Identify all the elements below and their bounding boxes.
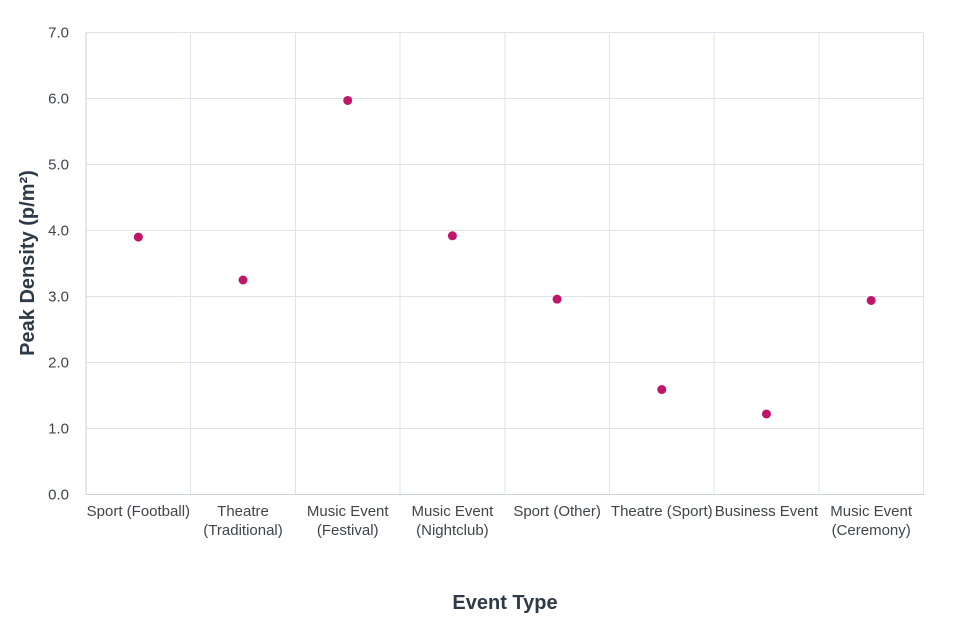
data-point [343,95,353,105]
data-point [552,294,562,304]
x-tick-label: Music Event (Nightclub) [412,503,495,539]
x-tick-label: Music Event (Ceremony) [830,503,913,539]
y-tick-label: 2.0 [48,355,69,372]
y-tick-label: 1.0 [48,421,69,438]
x-tick-label: Business Event [715,503,819,520]
data-point [866,295,876,305]
data-point [657,385,667,395]
y-tick-label: 3.0 [48,289,69,306]
data-point [761,409,771,419]
y-tick-label: 5.0 [48,157,69,174]
y-axis-title: Peak Density (p/m²) [17,170,39,356]
y-tick-label: 4.0 [48,223,69,240]
x-tick-label: Theatre (Traditional) [203,503,282,539]
y-tick-label: 0.0 [48,487,69,504]
data-point [133,232,143,242]
y-tick-label: 7.0 [48,25,69,42]
x-tick-label: Theatre (Sport) [611,503,713,520]
data-point [238,275,248,285]
y-tick-label: 6.0 [48,91,69,108]
x-tick-label: Music Event (Festival) [307,503,390,539]
x-tick-label: Sport (Other) [513,503,601,520]
x-axis-title: Event Type [452,592,558,614]
x-tick-label: Sport (Football) [87,503,190,520]
data-point [447,231,457,241]
